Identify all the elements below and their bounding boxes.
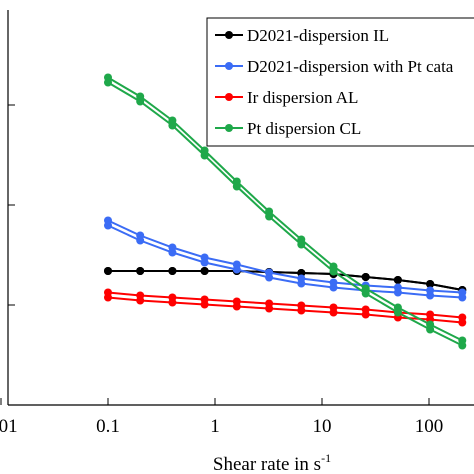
data-point: [104, 78, 112, 87]
data-point: [104, 221, 112, 230]
x-tick-label: 0.01: [0, 416, 18, 437]
x-axis-label-main: Shear rate in s: [213, 454, 321, 474]
data-point: [393, 308, 402, 317]
series-layer: [104, 73, 467, 350]
data-point: [136, 236, 145, 245]
legend-label: Pt dispersion CL: [247, 119, 361, 138]
legend-label: D2021-dispersion IL: [247, 26, 389, 45]
legend-label: Ir dispersion AL: [247, 88, 358, 107]
data-point: [393, 288, 402, 297]
legend: D2021-dispersion IL D2021-dispersion with…: [206, 17, 474, 147]
x-axis-label-superscript: -1: [321, 451, 331, 465]
x-tick-label: 1: [210, 416, 220, 437]
data-point: [200, 151, 209, 160]
data-point: [104, 293, 112, 302]
axes: 0.01 0.1 1 10 100: [0, 10, 474, 437]
data-point: [265, 273, 274, 282]
data-point: [136, 267, 145, 275]
legend-swatch-marker: [225, 31, 233, 39]
data-point: [458, 293, 467, 302]
data-point: [168, 248, 177, 257]
series-line: [107, 81, 463, 347]
data-point: [361, 273, 370, 281]
data-point: [200, 258, 209, 267]
data-point: [297, 279, 306, 288]
series-line: [107, 219, 463, 294]
data-point: [329, 267, 338, 276]
data-point: [329, 283, 338, 292]
data-point: [329, 308, 338, 317]
legend-swatch-marker: [225, 93, 233, 101]
series-line: [107, 224, 463, 299]
series-line: [107, 76, 463, 342]
series-line: [108, 270, 463, 291]
series-3: [104, 73, 467, 350]
data-point: [393, 276, 402, 284]
data-point: [200, 267, 209, 275]
data-point: [426, 291, 435, 300]
data-point: [297, 240, 306, 249]
data-point: [426, 325, 435, 334]
x-tick-label: 10: [313, 416, 332, 437]
data-point: [426, 280, 435, 288]
data-point: [136, 296, 145, 305]
legend-swatch-marker: [225, 62, 233, 70]
legend-label: D2021-dispersion with Pt cata: [247, 57, 454, 76]
data-point: [297, 269, 306, 277]
data-point: [297, 306, 306, 315]
data-point: [361, 310, 370, 319]
x-axis-label: Shear rate in s-1: [213, 451, 331, 474]
legend-box: [206, 17, 474, 147]
data-point: [168, 267, 177, 275]
data-point: [232, 302, 241, 311]
data-point: [232, 182, 241, 191]
data-point: [458, 341, 467, 350]
x-tick-label: 100: [415, 416, 444, 437]
series-line: [107, 296, 463, 324]
data-point: [168, 121, 177, 130]
legend-swatch-marker: [225, 124, 233, 132]
data-point: [458, 318, 467, 327]
data-point: [168, 298, 177, 307]
data-point: [232, 265, 241, 274]
data-point: [200, 300, 209, 309]
data-point: [104, 267, 112, 275]
data-point: [265, 304, 274, 313]
data-point: [136, 97, 145, 106]
data-point: [265, 212, 274, 221]
x-tick-label: 0.1: [96, 416, 120, 437]
data-point: [361, 289, 370, 298]
series-line: [107, 291, 463, 319]
